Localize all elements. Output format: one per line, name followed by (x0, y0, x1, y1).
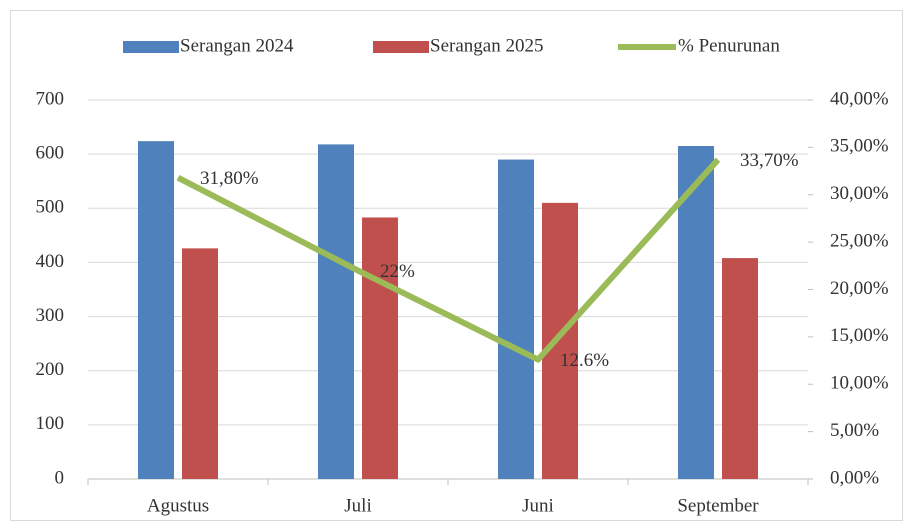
legend-swatch (123, 41, 179, 53)
y2-tick-label: 10,00% (830, 373, 889, 394)
x-tick-label: Juli (344, 495, 371, 516)
y2-tick-label: 25,00% (830, 230, 889, 251)
data-label: 33,70% (740, 150, 799, 171)
legend-label: % Penurunan (678, 35, 780, 56)
y2-tick-label: 35,00% (830, 136, 889, 157)
y-tick-label: 100 (36, 413, 65, 434)
y-tick-label: 500 (36, 197, 65, 218)
y2-tick-label: 5,00% (830, 420, 879, 441)
legend-swatch (373, 41, 429, 53)
bar (318, 144, 354, 479)
line (176, 157, 721, 363)
y2-tick-label: 40,00% (830, 88, 889, 109)
y2-tick-label: 20,00% (830, 278, 889, 299)
bar (722, 258, 758, 479)
x-tick-label: Juni (522, 495, 554, 516)
y-tick-label: 600 (36, 143, 65, 164)
y-tick-label: 200 (36, 359, 65, 380)
bar (138, 141, 174, 480)
legend-label: Serangan 2025 (430, 35, 543, 56)
y-tick-label: 700 (36, 88, 65, 109)
bar (542, 202, 578, 479)
bar (362, 217, 398, 480)
y-tick-label: 0 (55, 467, 65, 488)
y2-tick-label: 30,00% (830, 183, 889, 204)
x-tick-label: Agustus (147, 495, 209, 516)
data-label: 31,80% (200, 168, 259, 189)
y2-tick-label: 0,00% (830, 467, 879, 488)
y2-tick-label: 15,00% (830, 325, 889, 346)
bar (498, 159, 534, 480)
data-label: 12.6% (560, 350, 609, 371)
legend-label: Serangan 2024 (180, 35, 294, 56)
data-label: 22% (380, 261, 415, 282)
y-tick-label: 400 (36, 251, 65, 272)
bar (182, 248, 218, 479)
x-tick-label: September (677, 495, 759, 516)
y-tick-label: 300 (36, 305, 65, 326)
